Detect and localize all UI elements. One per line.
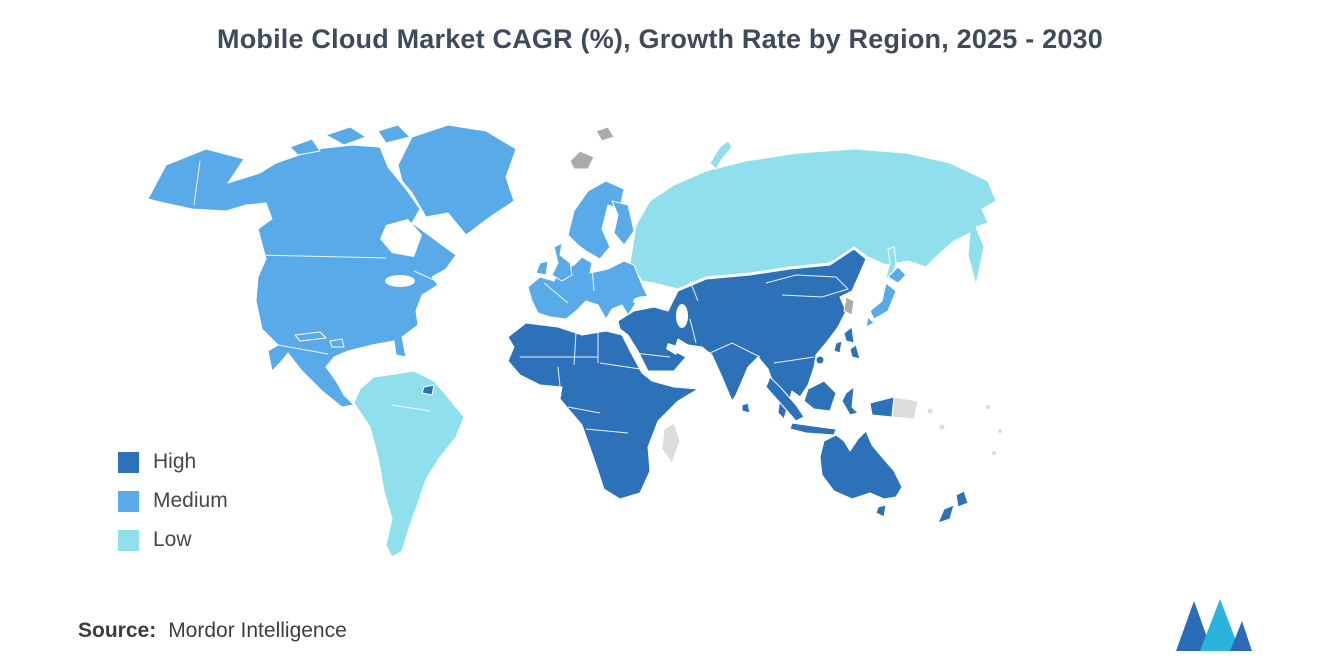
- region-south-america: [353, 370, 465, 558]
- region-korea: [843, 296, 855, 316]
- region-new-zealand-north: [955, 490, 969, 508]
- region-pacific-island: [926, 407, 934, 415]
- logo-far-right-triangle: [1230, 621, 1252, 651]
- world-map: [130, 105, 1010, 575]
- great-lakes-water: [385, 275, 415, 287]
- region-pacific-island: [997, 428, 1003, 434]
- region-borneo: [803, 380, 837, 412]
- region-arctic-islands: [289, 138, 321, 156]
- persian-gulf-water: [666, 343, 680, 355]
- region-russia: [629, 148, 997, 290]
- region-novaya-zemlya: [709, 140, 733, 170]
- mordor-logo-mark: [1176, 599, 1252, 651]
- region-hispaniola: [329, 338, 345, 348]
- region-cuba: [294, 331, 327, 342]
- legend-label-medium: Medium: [153, 489, 228, 512]
- region-japan: [887, 266, 907, 284]
- legend: High Medium Low: [118, 450, 228, 552]
- region-north-america: [147, 144, 457, 408]
- legend-swatch-low: [118, 529, 139, 551]
- region-africa: [507, 322, 699, 500]
- region-arctic-islands: [377, 124, 411, 144]
- source-line: Source: Mordor Intelligence: [78, 619, 347, 643]
- region-sumatra: [765, 376, 805, 422]
- region-french-guiana: [421, 384, 435, 396]
- region-hainan: [815, 355, 825, 365]
- region-philippines: [843, 326, 855, 344]
- region-madagascar: [661, 422, 681, 464]
- logo-left-triangle: [1176, 601, 1212, 651]
- hudson-bay-water: [380, 219, 422, 257]
- legend-label-high: High: [153, 450, 197, 473]
- region-pacific-island: [985, 404, 991, 410]
- region-sri-lanka: [741, 402, 751, 414]
- region-finland: [611, 200, 635, 246]
- region-iceland: [569, 150, 595, 170]
- legend-item-low: Low: [118, 528, 228, 552]
- country-borders: [193, 160, 849, 544]
- legend-swatch-high: [118, 451, 139, 473]
- legend-item-medium: Medium: [118, 489, 228, 513]
- region-java: [789, 422, 837, 436]
- region-uk: [551, 242, 573, 282]
- region-tasmania: [875, 504, 887, 518]
- region-new-zealand-south: [937, 504, 955, 524]
- region-pacific-island: [938, 423, 946, 431]
- logo-right-triangle: [1200, 599, 1240, 651]
- region-pacific-island: [991, 450, 997, 456]
- caspian-sea-water: [676, 304, 688, 328]
- legend-label-low: Low: [153, 528, 192, 551]
- region-japan: [865, 316, 875, 328]
- region-greenland: [397, 124, 517, 236]
- mordor-intelligence-logo: [1174, 597, 1252, 653]
- region-new-guinea-west: [869, 396, 895, 418]
- region-ireland: [535, 260, 549, 276]
- region-svalbard: [595, 126, 615, 142]
- world-map-svg: [147, 124, 1003, 558]
- chart-title: Mobile Cloud Market CAGR (%), Growth Rat…: [217, 24, 1103, 54]
- region-sulawesi: [841, 386, 859, 416]
- legend-swatch-medium: [118, 490, 139, 512]
- source-label: Source:: [78, 619, 157, 642]
- region-scandinavia: [567, 180, 625, 260]
- region-arctic-islands: [325, 126, 367, 146]
- region-new-guinea-east: [891, 396, 919, 420]
- region-japan: [869, 282, 897, 320]
- source-value: Mordor Intelligence: [168, 619, 347, 642]
- region-taiwan: [833, 340, 843, 354]
- legend-item-high: High: [118, 450, 228, 474]
- black-sea-water: [633, 296, 659, 306]
- region-philippines: [849, 344, 861, 360]
- region-australia: [819, 430, 903, 500]
